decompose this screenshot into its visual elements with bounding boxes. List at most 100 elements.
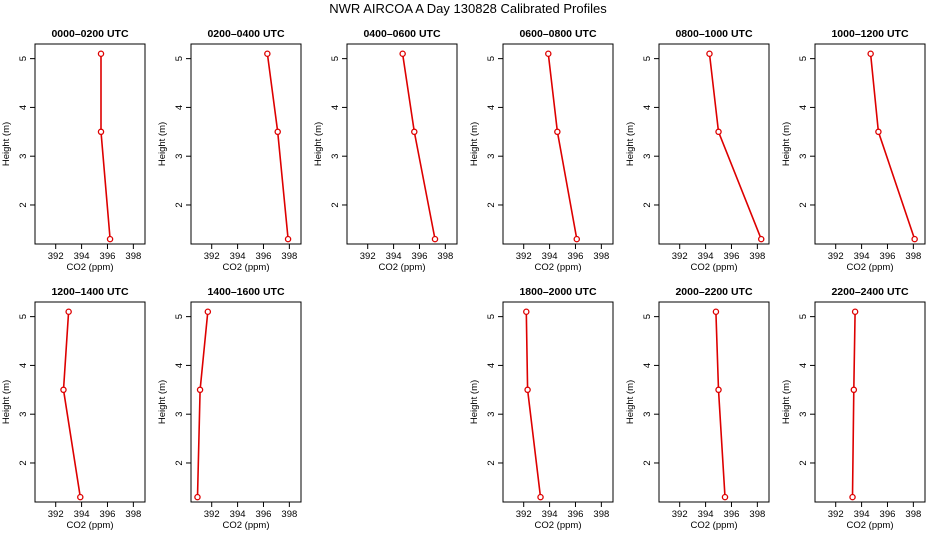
- x-tick-label: 396: [100, 509, 116, 520]
- y-tick-label: 3: [18, 412, 29, 417]
- series-line: [100, 53, 111, 240]
- x-tick-label: 394: [386, 251, 402, 262]
- y-tick-label: 4: [642, 363, 653, 368]
- y-tick-label: 5: [174, 56, 185, 61]
- y-axis-label: Height (m): [781, 380, 792, 424]
- x-tick-label: 394: [230, 509, 246, 520]
- y-tick-label: 2: [642, 460, 653, 465]
- panel-title: 2200–2400 UTC: [831, 286, 908, 298]
- plot-frame: [658, 301, 770, 503]
- y-tick-label: 2: [174, 460, 185, 465]
- y-axis-label: Height (m): [625, 380, 636, 424]
- y-axis-label: Height (m): [781, 122, 792, 166]
- x-tick-label: 396: [724, 251, 740, 262]
- y-tick-label: 5: [798, 56, 809, 61]
- y-tick-label: 2: [330, 202, 341, 207]
- panel-title: 0600–0800 UTC: [519, 28, 596, 40]
- data-point: [849, 493, 856, 501]
- y-tick-label: 2: [18, 460, 29, 465]
- x-tick-label: 396: [724, 509, 740, 520]
- data-point: [106, 235, 114, 243]
- panel-title: 1200–1400 UTC: [51, 286, 128, 298]
- x-tick-label: 398: [905, 509, 921, 520]
- x-axis-label: CO2 (ppm): [535, 262, 582, 273]
- plot-frame: [814, 301, 926, 503]
- panel-title: 0200–0400 UTC: [207, 28, 284, 40]
- plot-frame: [658, 43, 770, 245]
- panel-7: 1200–1400 UTC 392 394 396 398 2 3 4 5 CO2 (ppm) He…: [1, 286, 146, 531]
- x-tick-label: 398: [593, 509, 609, 520]
- data-point: [65, 308, 72, 316]
- y-tick-label: 5: [330, 56, 341, 61]
- panel-4: 0600–0800 UTC 392 394 396 398 2 3 4 5 CO2 (ppm) He…: [469, 28, 614, 273]
- x-axis-label: CO2 (ppm): [691, 520, 738, 531]
- x-axis-label: CO2 (ppm): [847, 262, 894, 273]
- y-tick-label: 4: [798, 363, 809, 368]
- y-tick-label: 4: [330, 105, 341, 110]
- plot-frame: [34, 43, 146, 245]
- series-line: [196, 311, 209, 498]
- plot-frame: [502, 43, 614, 245]
- data-point: [721, 493, 729, 501]
- x-axis-label: CO2 (ppm): [379, 262, 426, 273]
- panel-title: 0000–0200 UTC: [51, 28, 128, 40]
- y-tick-label: 3: [18, 154, 29, 159]
- y-axis-label: Height (m): [1, 122, 12, 166]
- panel-6: 1000–1200 UTC 392 394 396 398 2 3 4 5 CO2 (ppm) He…: [781, 28, 926, 273]
- panel-5: 0800–1000 UTC 392 394 396 398 2 3 4 5 CO2 (ppm) He…: [625, 28, 770, 273]
- data-point: [524, 386, 531, 394]
- data-point: [60, 386, 67, 394]
- x-tick-label: 398: [281, 509, 297, 520]
- panel-title: 1400–1600 UTC: [207, 286, 284, 298]
- panel-3: 0400–0600 UTC 392 394 396 398 2 3 4 5 CO2 (ppm) He…: [313, 28, 458, 273]
- x-tick-label: 394: [542, 509, 558, 520]
- panel-title: 0400–0600 UTC: [363, 28, 440, 40]
- panel-title: 1800–2000 UTC: [519, 286, 596, 298]
- x-tick-label: 396: [256, 251, 272, 262]
- panel-title: 2000–2200 UTC: [675, 286, 752, 298]
- data-point: [573, 235, 581, 243]
- x-tick-label: 392: [204, 251, 220, 262]
- x-axis-label: CO2 (ppm): [223, 520, 270, 531]
- panel-8: 1400–1600 UTC 392 394 396 398 2 3 4 5 CO2 (ppm) He…: [157, 286, 302, 531]
- x-tick-label: 392: [516, 251, 532, 262]
- series-line: [715, 311, 726, 498]
- y-tick-label: 3: [486, 412, 497, 417]
- plot-frame: [190, 301, 302, 503]
- data-point: [706, 50, 713, 58]
- y-tick-label: 4: [798, 105, 809, 110]
- y-tick-label: 4: [174, 363, 185, 368]
- data-point: [715, 386, 722, 394]
- x-tick-label: 392: [204, 509, 220, 520]
- figure-title: NWR AIRCOA A Day 130828 Calibrated Profi…: [329, 1, 607, 16]
- x-tick-label: 396: [880, 251, 896, 262]
- x-tick-label: 394: [74, 251, 90, 262]
- panel-9: 1800–2000 UTC 392 394 396 398 2 3 4 5 CO2 (ppm) He…: [469, 286, 614, 531]
- y-tick-label: 5: [18, 314, 29, 319]
- y-tick-label: 2: [18, 202, 29, 207]
- x-tick-label: 398: [281, 251, 297, 262]
- plot-frame: [34, 301, 146, 503]
- data-point: [399, 50, 406, 58]
- data-point: [851, 308, 859, 316]
- x-tick-label: 398: [125, 251, 141, 262]
- data-point: [97, 128, 105, 136]
- x-tick-label: 394: [854, 251, 870, 262]
- data-point: [545, 50, 552, 58]
- series-line: [547, 53, 578, 240]
- plot-frame: [346, 43, 458, 245]
- x-tick-label: 396: [412, 251, 428, 262]
- x-axis-label: CO2 (ppm): [847, 520, 894, 531]
- data-point: [911, 235, 918, 243]
- y-tick-label: 4: [642, 105, 653, 110]
- data-point: [712, 308, 720, 316]
- y-tick-label: 4: [486, 363, 497, 368]
- x-tick-label: 398: [749, 509, 765, 520]
- x-tick-label: 394: [698, 509, 714, 520]
- x-tick-label: 392: [828, 251, 844, 262]
- x-tick-label: 392: [48, 251, 64, 262]
- y-tick-label: 5: [642, 56, 653, 61]
- series-line: [525, 311, 542, 498]
- x-axis-label: CO2 (ppm): [535, 520, 582, 531]
